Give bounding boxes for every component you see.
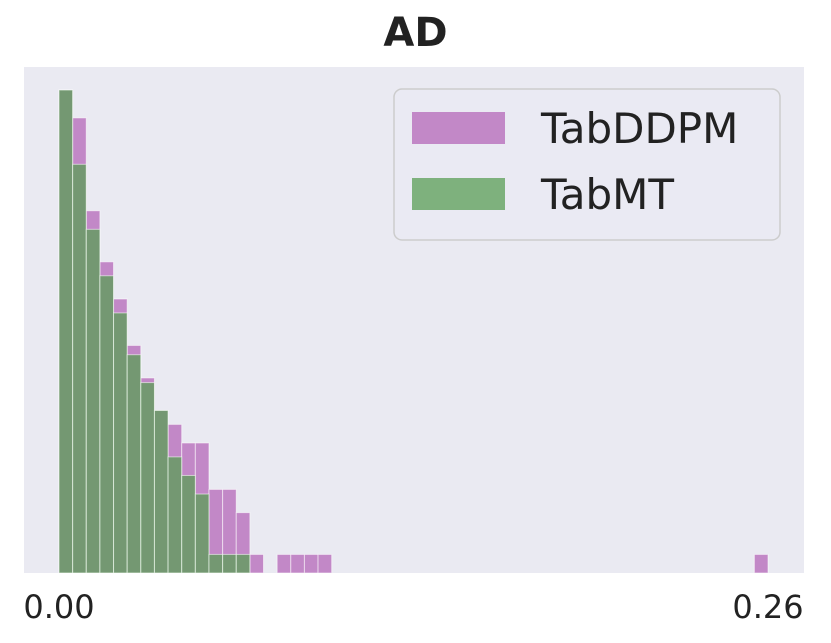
bar-tabmt <box>194 493 210 574</box>
bar-tabmt <box>153 409 169 574</box>
bar-tabmt <box>85 228 101 574</box>
bar-tabmt <box>99 275 115 574</box>
bar-tabmt <box>222 553 237 574</box>
bar-tabmt <box>58 89 74 574</box>
bar-tabmt <box>113 312 128 574</box>
bar-tabddpm <box>753 553 769 574</box>
bars-group <box>58 89 769 574</box>
bar-tabmt <box>140 382 155 574</box>
chart-title: AD <box>383 10 448 56</box>
legend-label-tabmt: TabMT <box>540 170 674 219</box>
bar-tabddpm <box>249 553 265 574</box>
bar-tabmt <box>126 354 142 574</box>
bar-tabmt <box>167 456 183 574</box>
bar-tabddpm <box>303 553 319 574</box>
legend-swatch-tabddpm <box>412 112 505 144</box>
bar-tabmt <box>208 553 224 574</box>
bar-tabddpm <box>290 553 305 574</box>
legend-label-tabddpm: TabDDPM <box>540 104 738 153</box>
x-tick-label: 0.00 <box>23 588 94 626</box>
legend-swatch-tabmt <box>412 178 505 210</box>
bar-tabddpm <box>317 553 333 574</box>
bar-tabmt <box>235 553 251 574</box>
x-ticks-group: 0.00 0.26 <box>23 588 803 626</box>
bar-tabmt <box>72 163 87 574</box>
bar-tabmt <box>181 474 196 574</box>
legend: TabDDPM TabMT <box>393 88 781 241</box>
x-tick-label: 0.26 <box>732 588 803 626</box>
bar-tabddpm <box>276 553 292 574</box>
